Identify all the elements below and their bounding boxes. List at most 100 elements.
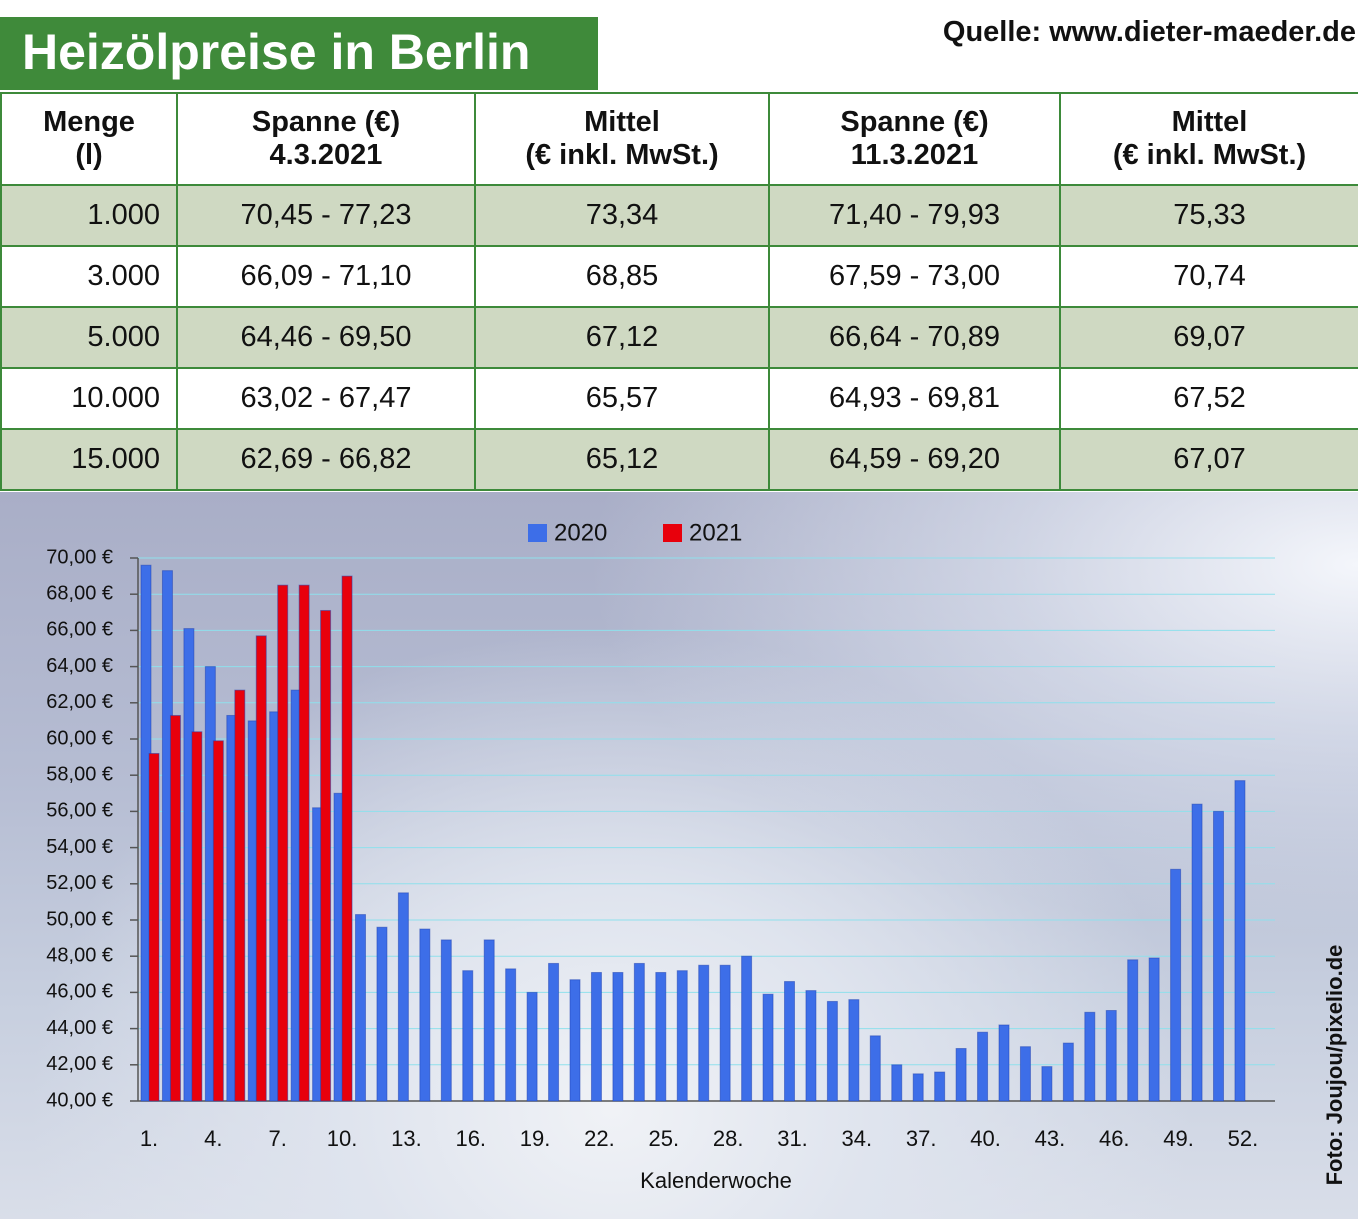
x-axis-label: Kalenderwoche — [640, 1168, 792, 1193]
table-cell: 62,69 - 66,82 — [176, 428, 476, 491]
bar — [212, 740, 224, 1102]
y-tick-label: 56,00 € — [46, 800, 113, 822]
bar — [741, 955, 753, 1102]
legend-label: 2020 — [554, 519, 607, 546]
legend-label: 2021 — [689, 519, 742, 546]
x-tick-label: 43. — [1035, 1126, 1066, 1151]
table-cell: 63,02 - 67,47 — [176, 367, 476, 430]
x-tick-label: 34. — [842, 1126, 873, 1151]
bar — [977, 1031, 989, 1102]
price-table: Menge (l) Spanne (€) 4.3.2021 Mittel (€ in… — [0, 92, 1358, 491]
bar — [955, 1048, 967, 1102]
bar — [698, 964, 710, 1102]
bar — [891, 1064, 903, 1102]
bar — [590, 971, 602, 1102]
bar — [1127, 959, 1139, 1102]
y-tick-label: 70,00 € — [46, 546, 113, 568]
bar — [848, 999, 860, 1102]
table-row: 1.000 70,45 - 77,23 73,34 71,40 - 79,93 75,3… — [0, 184, 1358, 247]
x-tick-label: 16. — [455, 1126, 486, 1151]
table-cell: 3.000 — [0, 245, 178, 308]
bar — [320, 609, 332, 1102]
bar — [169, 714, 181, 1102]
y-tick-label: 66,00 € — [46, 619, 113, 641]
bar — [569, 979, 581, 1102]
bar — [191, 731, 203, 1102]
x-tick-label: 22. — [584, 1126, 615, 1151]
table-cell: 65,57 — [474, 367, 770, 430]
bar — [548, 962, 560, 1102]
bar — [934, 1071, 946, 1102]
bar — [1041, 1066, 1053, 1102]
table-cell: 64,46 - 69,50 — [176, 306, 476, 369]
bar — [826, 1000, 838, 1102]
y-tick-label: 44,00 € — [46, 1017, 113, 1039]
table-cell: 71,40 - 79,93 — [768, 184, 1061, 247]
table-cell: 10.000 — [0, 367, 178, 430]
x-tick-label: 37. — [906, 1126, 937, 1151]
table-cell: 69,07 — [1059, 306, 1358, 369]
bar — [1213, 810, 1224, 1102]
table-row: 5.000 64,46 - 69,50 67,12 66,64 - 70,89 69,0… — [0, 306, 1358, 369]
table-cell: 65,12 — [474, 428, 770, 491]
table-cell: 68,85 — [474, 245, 770, 308]
column-header: Mittel (€ inkl. MwSt.) — [1059, 92, 1358, 186]
bar — [1191, 803, 1203, 1102]
legend-swatch — [663, 524, 682, 542]
chart: 40,00 € 42,00 € 44,00 € 46,00 € 48,00 € 50,00… — [46, 519, 1347, 1193]
bar — [612, 971, 624, 1102]
bar — [376, 926, 388, 1102]
column-header: Spanne (€) 4.3.2021 — [176, 92, 476, 186]
bar — [1019, 1046, 1031, 1102]
column-header: Spanne (€) 11.3.2021 — [768, 92, 1061, 186]
y-tick-label: 50,00 € — [46, 908, 113, 930]
y-tick-label: 58,00 € — [46, 763, 113, 785]
bar — [1148, 957, 1160, 1102]
bar — [355, 914, 366, 1102]
table-cell: 5.000 — [0, 306, 178, 369]
y-tick-label: 68,00 € — [46, 582, 113, 604]
bar — [633, 962, 645, 1102]
x-tick-label: 4. — [204, 1126, 222, 1151]
bar — [762, 993, 774, 1102]
bar — [419, 928, 431, 1102]
table-cell: 67,59 - 73,00 — [768, 245, 1061, 308]
bar — [805, 990, 817, 1102]
title: Heizölpreise in Berlin — [0, 17, 598, 90]
bar — [462, 970, 474, 1102]
x-tick-label: 28. — [713, 1126, 744, 1151]
y-tick-label: 46,00 € — [46, 981, 113, 1003]
table-cell: 64,93 - 69,81 — [768, 367, 1061, 430]
bar — [255, 635, 267, 1102]
y-tick-label: 42,00 € — [46, 1053, 113, 1075]
table-row: 3.000 66,09 - 71,10 68,85 67,59 - 73,00 70,7… — [0, 245, 1358, 308]
table-row: 10.000 63,02 - 67,47 65,57 64,93 - 69,81 67,… — [0, 367, 1358, 430]
bar — [1234, 780, 1246, 1102]
y-tick-label: 52,00 € — [46, 872, 113, 894]
y-tick-label: 48,00 € — [46, 944, 113, 966]
x-tick-label: 7. — [269, 1126, 287, 1151]
bar — [719, 964, 731, 1102]
table-cell: 67,07 — [1059, 428, 1358, 491]
x-tick-label: 25. — [649, 1126, 680, 1151]
bar — [440, 939, 452, 1102]
x-tick-label: 13. — [391, 1126, 422, 1151]
bar — [1170, 868, 1182, 1102]
bar — [483, 939, 495, 1102]
x-tick-label: 46. — [1099, 1126, 1130, 1151]
y-tick-label: 40,00 € — [46, 1089, 113, 1111]
table-cell: 15.000 — [0, 428, 178, 491]
x-tick-label: 49. — [1163, 1126, 1194, 1151]
table-cell: 75,33 — [1059, 184, 1358, 247]
bar — [869, 1035, 881, 1102]
table-cell: 64,59 - 69,20 — [768, 428, 1061, 491]
bar — [397, 892, 409, 1102]
bar — [234, 689, 246, 1102]
y-tick-label: 62,00 € — [46, 691, 113, 713]
table-row: 15.000 62,69 - 66,82 65,12 64,59 - 69,20 67,… — [0, 428, 1358, 491]
column-header: Menge (l) — [0, 92, 178, 186]
bar — [341, 575, 353, 1102]
x-tick-label: 19. — [520, 1126, 551, 1151]
table-cell: 67,12 — [474, 306, 770, 369]
